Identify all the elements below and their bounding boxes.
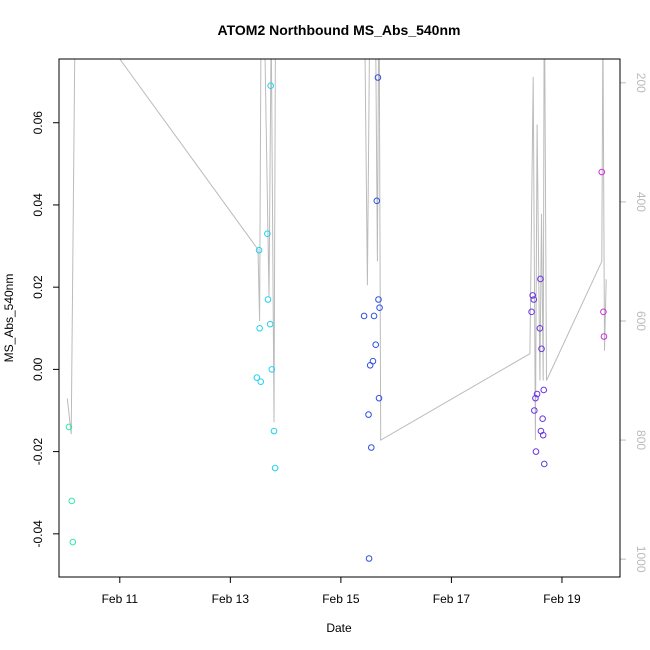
y-tick-label: 0.02	[31, 275, 45, 299]
data-point	[539, 415, 546, 423]
data-point	[253, 374, 261, 381]
data-point	[256, 324, 263, 332]
secondary-trace-line	[66, 59, 607, 441]
x-tick-label: Feb 11	[102, 592, 139, 606]
y-tick-label: 0.06	[31, 111, 45, 135]
data-point	[264, 296, 272, 303]
data-point	[598, 168, 606, 176]
data-point	[533, 390, 541, 398]
secondary-tick-label: 1000	[634, 546, 648, 573]
data-point	[532, 394, 539, 402]
data-point	[367, 444, 375, 451]
data-point	[266, 320, 274, 328]
data-point	[539, 431, 547, 439]
data-point	[528, 308, 535, 316]
x-tick-label: Feb 13	[212, 592, 250, 606]
data-point	[365, 555, 373, 562]
data-point	[365, 411, 372, 418]
data-point	[370, 312, 378, 320]
data-point	[271, 464, 279, 472]
data-point	[375, 296, 382, 303]
x-tick-label: Feb 17	[433, 592, 471, 606]
data-point	[69, 538, 77, 546]
secondary-tick-label: 800	[634, 430, 648, 450]
plot-frame	[58, 58, 621, 578]
data-point	[537, 275, 544, 283]
data-point	[532, 448, 540, 455]
y-tick-label: -0.02	[31, 438, 45, 466]
data-point	[68, 497, 76, 505]
secondary-line-layer	[66, 59, 607, 441]
data-point	[372, 341, 380, 349]
data-point	[376, 304, 383, 312]
data-point	[531, 407, 538, 414]
data-point	[255, 246, 263, 254]
data-point	[264, 230, 271, 238]
y-tick-label: 0.00	[31, 357, 45, 381]
data-point	[530, 296, 538, 303]
x-axis-label: Date	[326, 621, 352, 635]
data-point	[540, 460, 548, 468]
chart-title: ATOM2 Northbound MS_Abs_540nm	[218, 22, 461, 38]
data-point	[270, 427, 278, 435]
x-tick-label: Feb 19	[543, 592, 581, 606]
data-point	[373, 197, 381, 205]
data-point	[600, 308, 607, 316]
data-point	[529, 292, 536, 299]
data-point	[267, 82, 274, 90]
secondary-tick-label: 600	[634, 311, 648, 331]
data-point	[360, 312, 368, 320]
data-point	[369, 357, 377, 365]
points-layer	[65, 74, 608, 562]
data-point	[268, 366, 276, 373]
secondary-tick-label: 400	[634, 192, 648, 212]
x-tick-label: Feb 15	[322, 592, 360, 606]
data-point	[257, 378, 265, 386]
data-point	[375, 394, 383, 402]
data-point	[540, 386, 548, 394]
data-point	[538, 345, 545, 353]
data-point	[65, 423, 73, 431]
data-point	[536, 324, 544, 332]
secondary-tick-label: 200	[634, 73, 648, 93]
y-tick-label: 0.04	[31, 193, 45, 217]
data-point	[374, 74, 382, 81]
y-tick-label: -0.04	[31, 520, 45, 548]
y-axis-label: MS_Abs_540nm	[2, 274, 16, 363]
axes-layer: Feb 11 Feb 13 Feb 15 Feb 17 Feb 19 -0.04 -0.02…	[31, 73, 648, 606]
data-point	[600, 333, 608, 340]
